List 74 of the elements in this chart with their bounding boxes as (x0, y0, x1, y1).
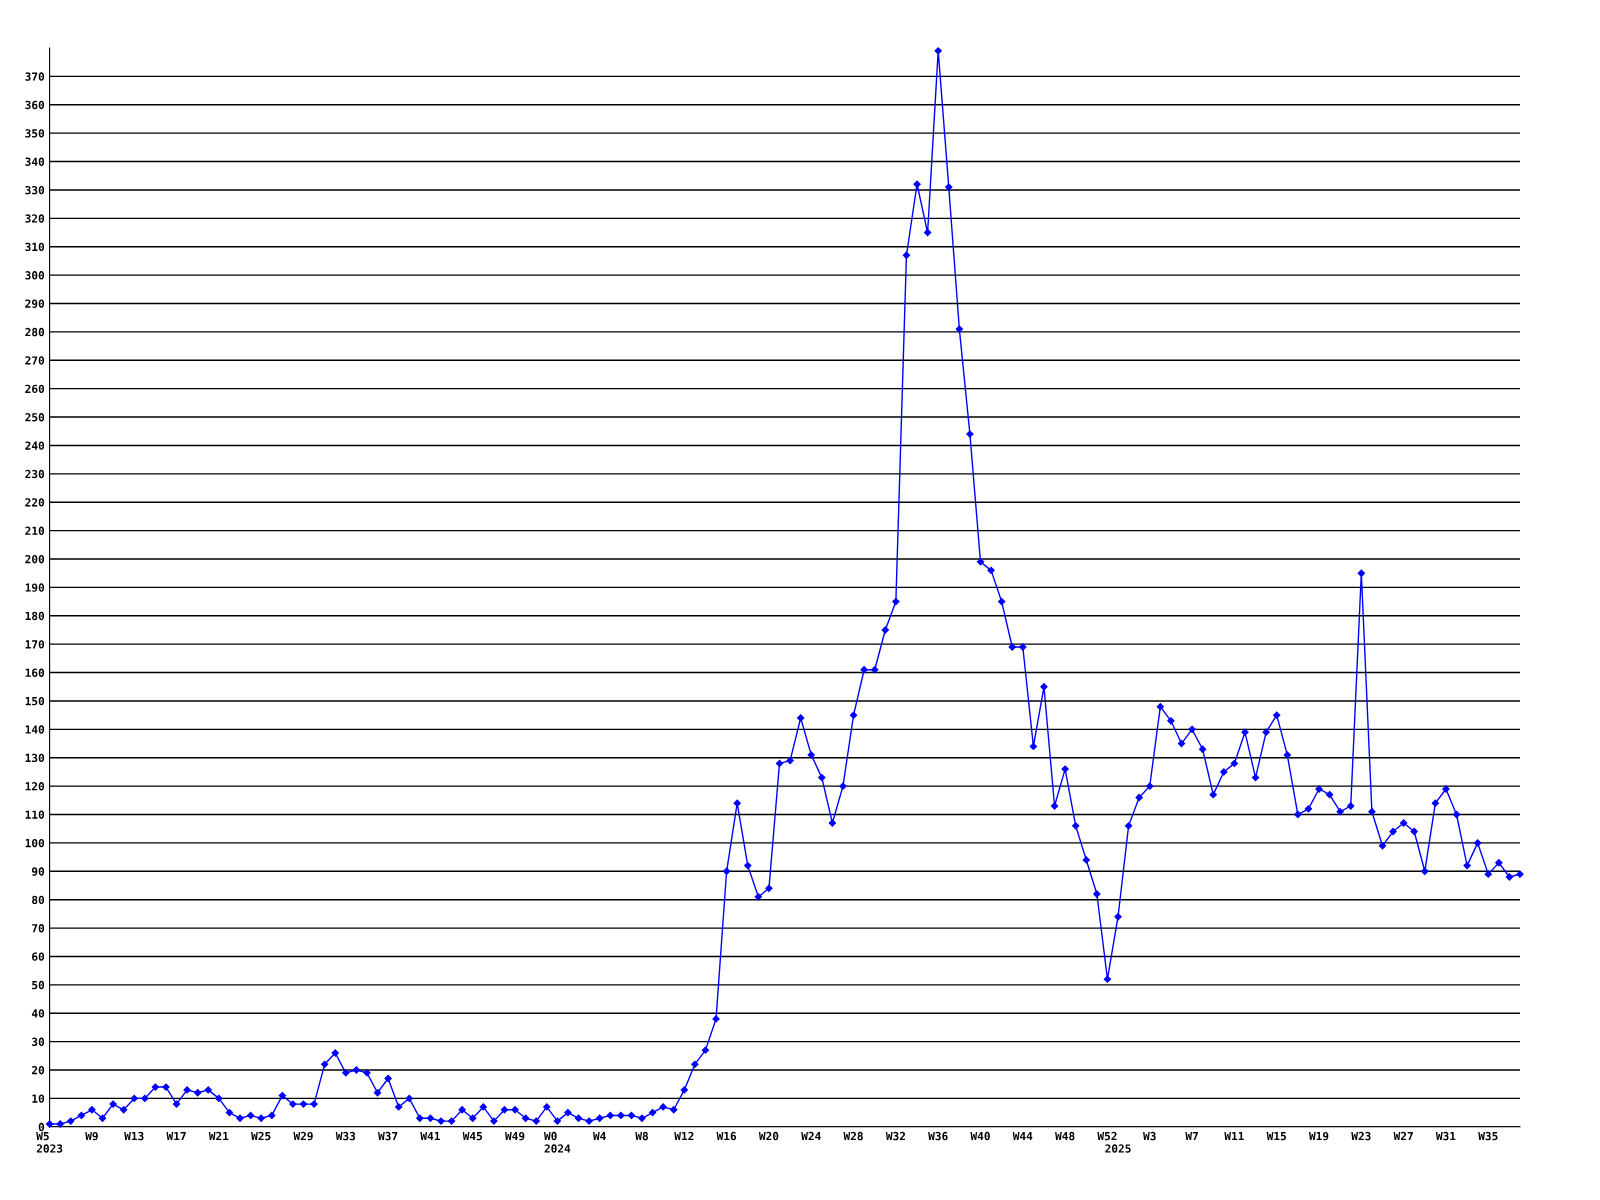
x-tick-label: W3 (1143, 1131, 1156, 1141)
x-tick-label: W36 (928, 1131, 948, 1141)
y-tick-label: 340 (25, 157, 45, 166)
y-tick-label: 360 (25, 100, 45, 110)
y-tick-label: 280 (25, 327, 45, 337)
x-tick-label: W24 (801, 1131, 821, 1141)
y-tick-label: 150 (25, 696, 45, 706)
y-tick-label: 180 (25, 611, 45, 621)
y-tick-label: 220 (25, 498, 45, 507)
y-tick-label: 370 (25, 72, 45, 81)
x-tick-label: W31 (1435, 1131, 1456, 1141)
x-tick-label: W44 (1012, 1132, 1033, 1141)
x-tick-label: W11 (1224, 1132, 1244, 1141)
y-tick-label: 350 (25, 129, 45, 138)
x-tick-label: W7 (1185, 1132, 1198, 1141)
x-tick-label: W0 2024 (543, 1131, 571, 1153)
x-tick-label: W27 (1393, 1131, 1413, 1141)
y-tick-label: 240 (25, 441, 45, 450)
x-tick-label: W19 (1308, 1131, 1329, 1141)
x-tick-label: 2025 (1105, 1144, 1131, 1153)
y-tick-label: 300 (25, 271, 45, 280)
y-tick-label: 130 (25, 753, 45, 763)
y-tick-label: 80 (32, 895, 45, 905)
y-tick-label: 100 (25, 838, 45, 848)
y-tick-label: 50 (32, 980, 45, 990)
x-tick-label: W12 (674, 1131, 694, 1141)
x-tick-label: W35 (1478, 1131, 1498, 1141)
y-tick-label: 30 (32, 1037, 45, 1047)
y-tick-label: 310 (25, 242, 45, 252)
y-tick-label: 70 (32, 924, 45, 933)
x-tick-label: W49 (505, 1131, 525, 1141)
x-tick-label: W4 (592, 1132, 606, 1141)
x-tick-label: W23 (1351, 1131, 1371, 1141)
x-tick-label: W48 (1055, 1131, 1075, 1141)
x-tick-label: W41 (420, 1132, 440, 1141)
y-tick-label: 120 (25, 782, 45, 791)
x-tick-label: W20 (758, 1131, 779, 1141)
x-tick-label: W29 (293, 1131, 313, 1141)
y-tick-label: 40 (31, 1009, 45, 1018)
y-tick-label: 110 (25, 810, 45, 819)
y-tick-label: 200 (25, 554, 45, 564)
y-tick-label: 170 (25, 640, 45, 649)
x-tick-label: W15 (1266, 1132, 1286, 1141)
x-tick-label: W28 (843, 1131, 863, 1141)
y-tick-label: 10 (32, 1094, 45, 1103)
y-tick-label: 250 (25, 413, 45, 422)
y-tick-label: 270 (25, 356, 45, 365)
y-tick-label: 260 (25, 384, 45, 394)
x-tick-label: W5 2023 (36, 1132, 63, 1153)
x-tick-label: W13 (124, 1131, 144, 1141)
y-tick-label: 190 (25, 583, 45, 592)
x-tick-label: W8 (635, 1131, 648, 1141)
y-tick-label: 90 (31, 867, 45, 876)
x-tick-label: W9 (85, 1131, 98, 1141)
x-tick-label: W32 (885, 1131, 905, 1141)
x-tick-label: W17 (166, 1132, 186, 1141)
y-tick-label: 160 (25, 668, 45, 677)
x-tick-label: W45 (462, 1132, 483, 1141)
y-tick-label: 330 (25, 185, 45, 195)
y-tick-label: 140 (25, 725, 45, 734)
y-tick-label: 60 (32, 952, 45, 961)
x-tick-label: W16 (716, 1131, 737, 1141)
x-tick-label: W33 (335, 1131, 356, 1141)
y-tick-label: 0 (38, 1122, 45, 1132)
y-tick-label: 20 (31, 1066, 45, 1075)
y-tick-label: 290 (25, 299, 45, 308)
x-tick-label: W52 (1097, 1131, 1117, 1141)
x-tick-label: W25 (251, 1131, 271, 1141)
x-tick-label: W21 (208, 1131, 229, 1141)
x-tick-label: W40 (970, 1131, 990, 1141)
x-tick-label: W37 (378, 1131, 398, 1141)
y-tick-label: 230 (25, 469, 45, 479)
y-tick-label: 320 (25, 214, 45, 223)
y-tick-label: 210 (25, 526, 45, 535)
